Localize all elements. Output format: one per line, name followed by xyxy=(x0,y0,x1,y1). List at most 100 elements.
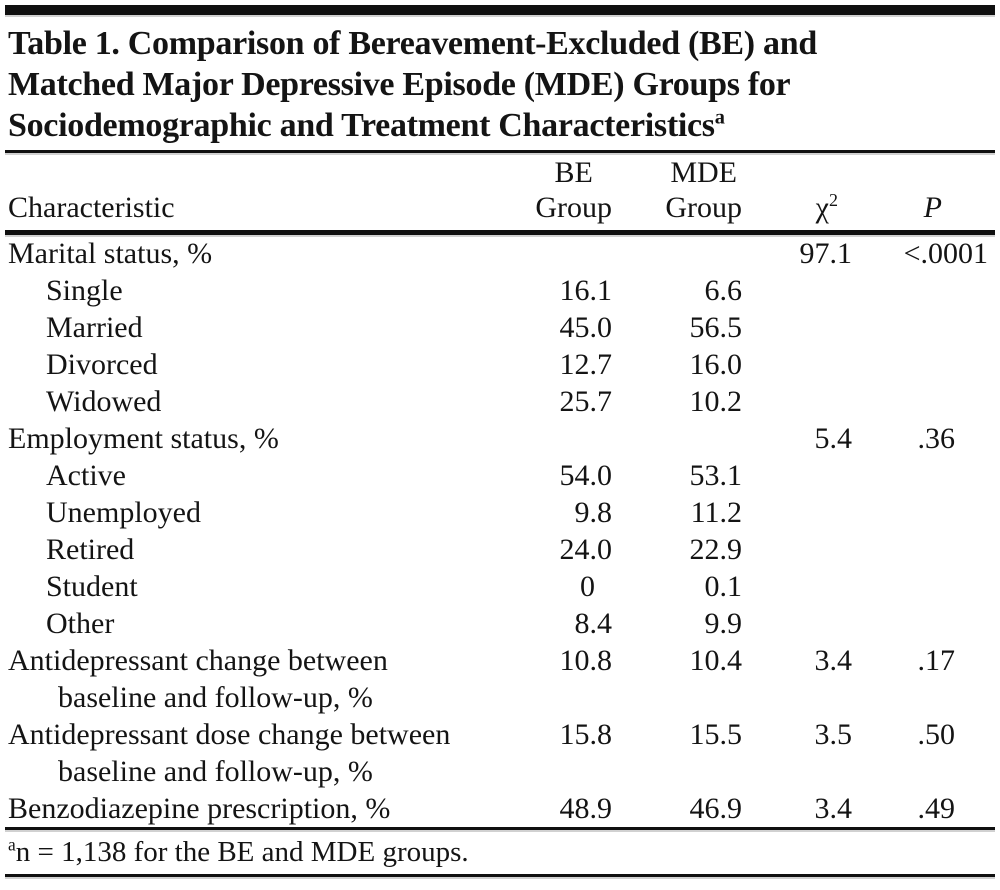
characteristic-cell: Antidepressant dose change between baseli… xyxy=(8,718,451,788)
mde-value-cell: 53.1 xyxy=(689,459,743,492)
table-title-line-2: Matched Major Depressive Episode (MDE) G… xyxy=(8,66,791,103)
mde-value-cell: 11.2 xyxy=(690,496,742,529)
characteristic-cell: Unemployed xyxy=(46,496,201,529)
be-value-cell: 0 xyxy=(580,570,595,603)
rule-under-title xyxy=(5,150,995,153)
characteristic-cell: Single xyxy=(46,274,123,307)
mde-value-cell xyxy=(612,235,742,272)
be-value-cell: 45.0 xyxy=(559,311,613,344)
chi2-value-cell xyxy=(742,309,852,346)
mde-value-cell: 16.0 xyxy=(689,348,743,381)
table-title-line-3: Sociodemographic and Treatment Character… xyxy=(8,106,725,144)
chi2-value-cell xyxy=(742,494,852,531)
table-row: Antidepressant dose change between baseli… xyxy=(8,716,988,790)
p-value-cell xyxy=(852,531,988,568)
header-chi-square: χ2 xyxy=(815,190,838,224)
table-footnote: an = 1,138 for the BE and MDE groups. xyxy=(5,830,995,874)
table-row: Employment status, % 5.4 .36 xyxy=(8,420,988,457)
header-be-line2: Group xyxy=(535,191,612,224)
header-characteristic: Characteristic xyxy=(8,191,175,224)
bottom-rule xyxy=(5,874,995,877)
chi2-value-cell xyxy=(742,568,852,605)
header-be-line1: BE xyxy=(554,156,593,189)
rule-under-header xyxy=(5,230,995,235)
p-value-cell xyxy=(852,457,988,494)
be-value-cell: 8.4 xyxy=(574,607,613,640)
chi2-value-cell: 3.5 xyxy=(814,718,853,751)
header-mde-group: MDE Group xyxy=(612,153,742,230)
characteristic-cell: Married xyxy=(46,311,143,344)
characteristic-cell: Antidepressant change between baseline an… xyxy=(8,644,388,714)
mde-value-cell: 6.6 xyxy=(704,274,743,307)
p-value-cell: .36 xyxy=(917,422,956,455)
chi2-value-cell xyxy=(742,605,852,642)
table-row: Single 16.1 6.6 xyxy=(8,272,988,309)
table-row: Retired 24.0 22.9 xyxy=(8,531,988,568)
table-row: Unemployed 9.8 11.2 xyxy=(8,494,988,531)
chi2-value-cell xyxy=(742,346,852,383)
be-value-cell: 15.8 xyxy=(559,718,613,751)
table-body: Marital status, % 97.1 <.0001 Single 16.1 6.6… xyxy=(8,235,988,827)
footnote-marker: a xyxy=(8,834,16,855)
characteristic-cell: Employment status, % xyxy=(8,422,279,455)
characteristic-cell: Other xyxy=(46,607,115,640)
table-row: Antidepressant change between baseline an… xyxy=(8,642,988,716)
p-value-cell xyxy=(852,346,988,383)
table-row: Married 45.0 56.5 xyxy=(8,309,988,346)
p-value-cell: .50 xyxy=(917,718,956,751)
table-header: Characteristic BE Group MDE Group χ2 P xyxy=(8,153,988,230)
table-row: Divorced 12.7 16.0 xyxy=(8,346,988,383)
be-value-cell: 54.0 xyxy=(559,459,613,492)
chi2-value-cell: 5.4 xyxy=(814,422,853,455)
mde-value-cell: 22.9 xyxy=(689,533,743,566)
top-rule-bar xyxy=(5,5,995,15)
header-be-group: BE Group xyxy=(522,153,612,230)
be-value-cell xyxy=(522,420,612,457)
table-row: Other 8.4 9.9 xyxy=(8,605,988,642)
mde-value-cell: 46.9 xyxy=(689,792,743,825)
header-mde-line2: Group xyxy=(665,191,742,224)
be-value-cell: 12.7 xyxy=(559,348,613,381)
table-title-line-1: Table 1. Comparison of Bereavement-Exclu… xyxy=(8,25,817,62)
chi2-value-cell xyxy=(742,272,852,309)
table-row: Active 54.0 53.1 xyxy=(8,457,988,494)
chi2-value-cell xyxy=(742,383,852,420)
p-value-cell xyxy=(852,383,988,420)
p-value-cell: .17 xyxy=(917,644,956,677)
characteristic-cell: Divorced xyxy=(46,348,158,381)
be-value-cell: 25.7 xyxy=(559,385,613,418)
be-value-cell: 48.9 xyxy=(559,792,613,825)
characteristic-cell: Student xyxy=(46,570,138,603)
be-value-cell: 24.0 xyxy=(559,533,613,566)
be-value-cell: 9.8 xyxy=(574,496,613,529)
mde-value-cell: 0.1 xyxy=(704,570,743,603)
be-value-cell xyxy=(522,235,612,272)
rule-above-footnote xyxy=(5,827,995,830)
header-mde-line1: MDE xyxy=(670,156,737,189)
table-row: Student 0 0.1 xyxy=(8,568,988,605)
mde-value-cell: 10.4 xyxy=(689,644,743,677)
table-row: Benzodiazepine prescription, % 48.9 46.9 3.… xyxy=(8,790,988,827)
characteristic-cell: Benzodiazepine prescription, % xyxy=(8,792,391,825)
be-value-cell: 16.1 xyxy=(559,274,613,307)
mde-value-cell: 56.5 xyxy=(689,311,743,344)
characteristic-cell: Marital status, % xyxy=(8,237,213,270)
be-value-cell: 10.8 xyxy=(559,644,613,677)
footnote-text: n = 1,138 for the BE and MDE groups. xyxy=(15,836,469,868)
characteristic-cell: Active xyxy=(46,459,126,492)
comparison-table: Marital status, % 97.1 <.0001 Single 16.1 6.6… xyxy=(8,235,988,827)
p-value-cell xyxy=(852,309,988,346)
table-title: Table 1. Comparison of Bereavement-Exclu… xyxy=(8,23,992,146)
table-row: Marital status, % 97.1 <.0001 xyxy=(8,235,988,272)
header-row: Characteristic BE Group MDE Group χ2 P xyxy=(8,153,988,230)
mde-value-cell xyxy=(612,420,742,457)
chi2-value-cell: 3.4 xyxy=(814,644,853,677)
p-value-cell: .49 xyxy=(917,792,956,825)
chi2-value-cell: 97.1 xyxy=(799,237,853,270)
p-value-cell xyxy=(852,494,988,531)
header-p-value: P xyxy=(923,191,942,224)
characteristic-cell: Widowed xyxy=(46,385,162,418)
table-row: Widowed 25.7 10.2 xyxy=(8,383,988,420)
chi2-value-cell: 3.4 xyxy=(814,792,853,825)
